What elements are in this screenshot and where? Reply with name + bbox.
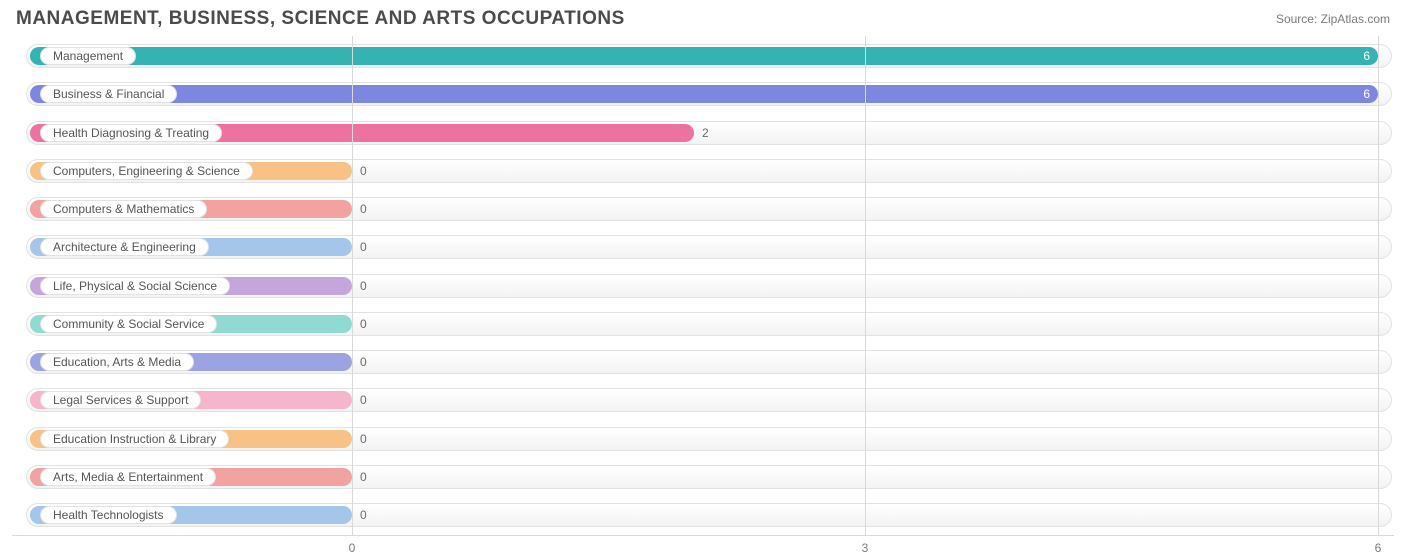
value-label: 0: [360, 310, 367, 338]
category-label: Management: [40, 47, 136, 65]
bar-row: Health Technologists 0: [12, 501, 1394, 529]
bar-row: Life, Physical & Social Science 0: [12, 272, 1394, 300]
value-label: 0: [360, 157, 367, 185]
source-label: Source:: [1276, 12, 1321, 26]
bar-row: Computers, Engineering & Science 0: [12, 157, 1394, 185]
value-label: 0: [360, 233, 367, 261]
x-tick: 0: [349, 541, 356, 555]
chart-root: MANAGEMENT, BUSINESS, SCIENCE AND ARTS O…: [0, 0, 1406, 559]
bar-row: Architecture & Engineering 0: [12, 233, 1394, 261]
category-label: Education Instruction & Library: [40, 430, 229, 448]
category-label: Life, Physical & Social Science: [40, 277, 230, 295]
category-label: Computers, Engineering & Science: [40, 162, 253, 180]
bar-row: Education Instruction & Library 0: [12, 425, 1394, 453]
gridline: [352, 36, 353, 535]
value-label: 0: [360, 195, 367, 223]
bar-row: Computers & Mathematics 0: [12, 195, 1394, 223]
category-label: Legal Services & Support: [40, 391, 201, 409]
value-label: 0: [360, 348, 367, 376]
value-label: 0: [360, 386, 367, 414]
bar-fill: [30, 85, 1378, 103]
gridline: [865, 36, 866, 535]
value-label: 6: [1363, 42, 1370, 70]
category-label: Computers & Mathematics: [40, 200, 207, 218]
bar-row: Business & Financial 6: [12, 80, 1394, 108]
gridline: [1378, 36, 1379, 535]
x-tick: 6: [1375, 541, 1382, 555]
chart-header: MANAGEMENT, BUSINESS, SCIENCE AND ARTS O…: [12, 8, 1394, 36]
value-label: 0: [360, 501, 367, 529]
bar-row: Arts, Media & Entertainment 0: [12, 463, 1394, 491]
category-label: Architecture & Engineering: [40, 238, 209, 256]
bar-row: Health Diagnosing & Treating 2: [12, 119, 1394, 147]
chart-source: Source: ZipAtlas.com: [1276, 12, 1390, 26]
value-label: 6: [1363, 80, 1370, 108]
category-label: Arts, Media & Entertainment: [40, 468, 216, 486]
category-label: Health Technologists: [40, 506, 177, 524]
value-label: 2: [702, 119, 709, 147]
bar-row: Management 6: [12, 42, 1394, 70]
bar-list: Management 6 Business & Financial 6 Health D…: [12, 42, 1394, 529]
bar-row: Legal Services & Support 0: [12, 386, 1394, 414]
category-label: Health Diagnosing & Treating: [40, 124, 222, 142]
source-name: ZipAtlas.com: [1321, 12, 1390, 26]
bar-row: Community & Social Service 0: [12, 310, 1394, 338]
plot-area: Management 6 Business & Financial 6 Health D…: [12, 36, 1394, 536]
category-label: Education, Arts & Media: [40, 353, 194, 371]
category-label: Business & Financial: [40, 85, 177, 103]
bar-fill: [30, 47, 1378, 65]
value-label: 0: [360, 463, 367, 491]
bar-row: Education, Arts & Media 0: [12, 348, 1394, 376]
x-tick: 3: [862, 541, 869, 555]
chart-title: MANAGEMENT, BUSINESS, SCIENCE AND ARTS O…: [16, 8, 625, 30]
value-label: 0: [360, 272, 367, 300]
value-label: 0: [360, 425, 367, 453]
category-label: Community & Social Service: [40, 315, 217, 333]
